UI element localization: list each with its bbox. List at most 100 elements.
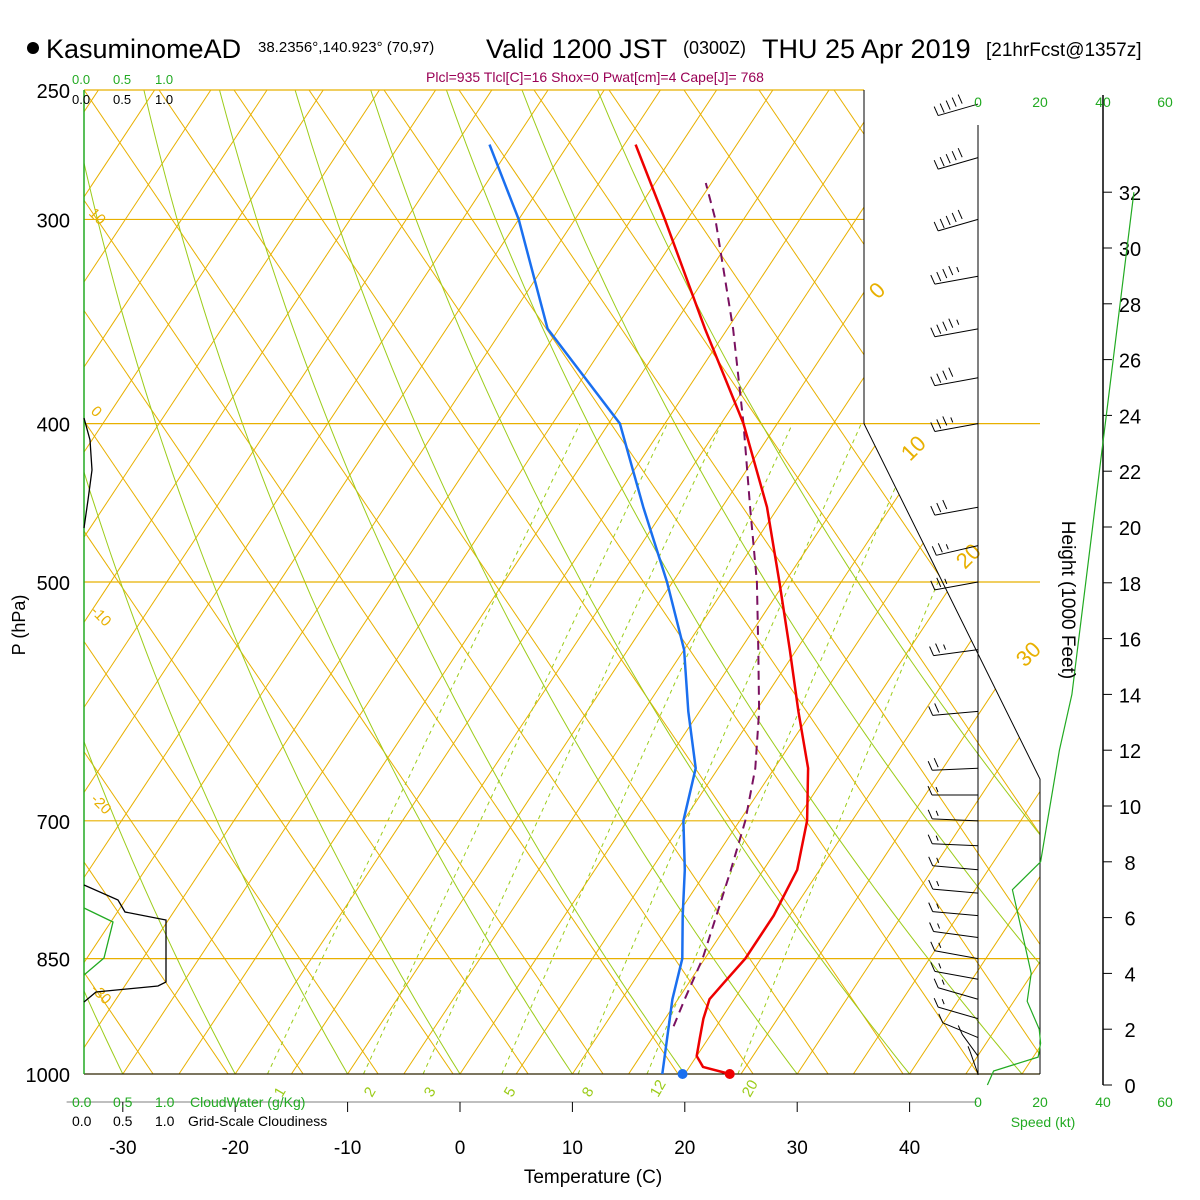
isotherm-line — [84, 90, 268, 1074]
wind-barb-flag — [936, 271, 942, 282]
mixing-ratio-line — [267, 423, 581, 1074]
mixing-ratio-label: 8 — [579, 1084, 598, 1100]
wind-barb-flag — [937, 543, 943, 553]
wind-barb-flag — [936, 577, 942, 588]
wind-barb-half — [936, 903, 940, 909]
wind-barb-flag — [927, 761, 933, 771]
moist-adiabat-line — [84, 90, 349, 1074]
wind-speed-curve — [986, 192, 1135, 1086]
wind-barb-flag — [928, 902, 934, 912]
wind-barb-flag — [945, 100, 951, 110]
moist-adiabat-line — [84, 90, 461, 1074]
cloudiness-tick-label: 0.0 — [72, 92, 90, 107]
wind-barb-flag — [948, 318, 954, 328]
height-tick-label: 6 — [1124, 909, 1135, 931]
wind-barb — [932, 865, 979, 871]
wind-barb-flag — [933, 997, 939, 1008]
wind-barb — [932, 818, 979, 822]
isotherm-label: 0 — [864, 277, 890, 303]
isotherm-label: 20 — [951, 539, 986, 574]
wind-barb-flag — [945, 215, 951, 226]
wind-barb-half — [936, 857, 940, 863]
wind-barb-half — [938, 963, 942, 969]
wind-barb-flag — [939, 156, 945, 167]
moist-adiabat-line — [521, 90, 1040, 1074]
isotherm-label: 10 — [896, 431, 931, 466]
dry-adiabat-line — [84, 90, 304, 1074]
wind-barb-flag — [927, 785, 933, 796]
wind-barb — [934, 275, 979, 285]
wind-barb-flag — [928, 879, 934, 890]
wind-barb-flag — [930, 274, 936, 285]
wind-barb-half — [936, 880, 940, 887]
wind-barb — [932, 843, 979, 847]
wind-barb — [932, 767, 979, 771]
wind-barb-flag — [929, 922, 935, 932]
cloudiness-profile-upper — [83, 417, 93, 529]
wind-barb-flag — [934, 703, 940, 713]
wind-barb-flag — [945, 153, 951, 164]
wind-barb — [932, 888, 979, 894]
surface-temperature-dot — [724, 1069, 735, 1079]
x-tick-label: -30 — [109, 1138, 136, 1159]
wind-barb-flag — [933, 978, 939, 988]
cloud-water-label: CloudWater (g/Kg) — [190, 1094, 305, 1110]
height-tick-label: 14 — [1119, 685, 1141, 707]
wind-barb-half — [937, 923, 941, 929]
speed-tick-label: 40 — [1095, 1094, 1111, 1110]
wind-barb-flag — [936, 324, 942, 334]
wind-barb-half — [935, 786, 939, 793]
mixing-ratio-line — [363, 423, 668, 1074]
speed-tick-label: 20 — [1032, 94, 1048, 110]
surface-dewpoint-dot — [677, 1069, 688, 1079]
speed-tick-label: 20 — [1032, 1094, 1048, 1110]
cloud-water-tick-label: 1.0 — [155, 1094, 175, 1110]
pressure-tick-label: 250 — [37, 81, 70, 103]
wind-barb-flag — [951, 150, 957, 161]
wind-barb-half — [945, 544, 949, 550]
height-tick-label: 2 — [1124, 1020, 1135, 1042]
wind-barb — [934, 970, 979, 980]
moist-adiabat-line — [219, 90, 686, 1074]
x-tick-label: 20 — [674, 1138, 695, 1159]
height-tick-label: 8 — [1124, 853, 1135, 875]
wind-barb-flag — [951, 212, 957, 223]
wind-barb-flag — [936, 419, 942, 429]
cloudiness-label: Grid-Scale Cloudiness — [188, 1113, 327, 1129]
wind-barb-half — [944, 578, 948, 585]
wind-barb-half — [935, 835, 939, 841]
x-tick-label: 30 — [787, 1138, 808, 1159]
wind-barb-half — [956, 266, 960, 273]
cloudiness-tick-label: 1.0 — [155, 92, 173, 107]
height-tick-label: 4 — [1124, 964, 1135, 986]
wind-barb — [961, 1034, 979, 1057]
wind-barb-flag — [948, 367, 954, 377]
x-tick-label: 0 — [455, 1138, 466, 1159]
height-tick-label: 26 — [1119, 351, 1141, 373]
speed-tick-label: 60 — [1157, 1094, 1173, 1110]
moist-adiabat-line — [370, 90, 910, 1074]
isotherm-line — [796, 90, 1040, 1074]
mixing-ratio-line — [422, 423, 722, 1074]
cloud-water-tick-label: 1.0 — [155, 72, 173, 87]
cloudiness-tick-label: 1.0 — [155, 1113, 175, 1129]
wind-barb-flag — [933, 106, 939, 116]
dry-adiabat-line — [84, 90, 229, 1074]
height-tick-label: 0 — [1124, 1076, 1135, 1098]
cloudiness-tick-label: 0.5 — [113, 1113, 133, 1129]
height-tick-label: 28 — [1119, 295, 1141, 317]
wind-barb-flag — [957, 94, 963, 104]
wind-barb — [933, 931, 979, 938]
pressure-tick-label: 700 — [37, 812, 70, 834]
wind-barb-flag — [930, 941, 936, 951]
height-tick-label: 12 — [1119, 741, 1141, 763]
wind-barb-half — [941, 998, 945, 1005]
wind-barb-flag — [930, 327, 936, 337]
moist-adiabat-line — [84, 90, 236, 1074]
pressure-tick-label: 500 — [37, 573, 70, 595]
height-tick-label: 32 — [1119, 183, 1141, 205]
wind-barb-flag — [942, 370, 948, 380]
valid-time: Valid 1200 JST — [486, 34, 667, 64]
x-tick-label: 40 — [899, 1138, 920, 1159]
